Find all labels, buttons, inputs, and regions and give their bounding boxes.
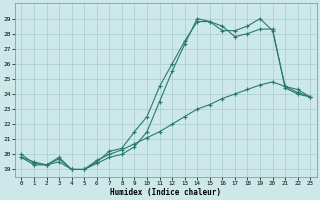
- X-axis label: Humidex (Indice chaleur): Humidex (Indice chaleur): [110, 188, 221, 197]
